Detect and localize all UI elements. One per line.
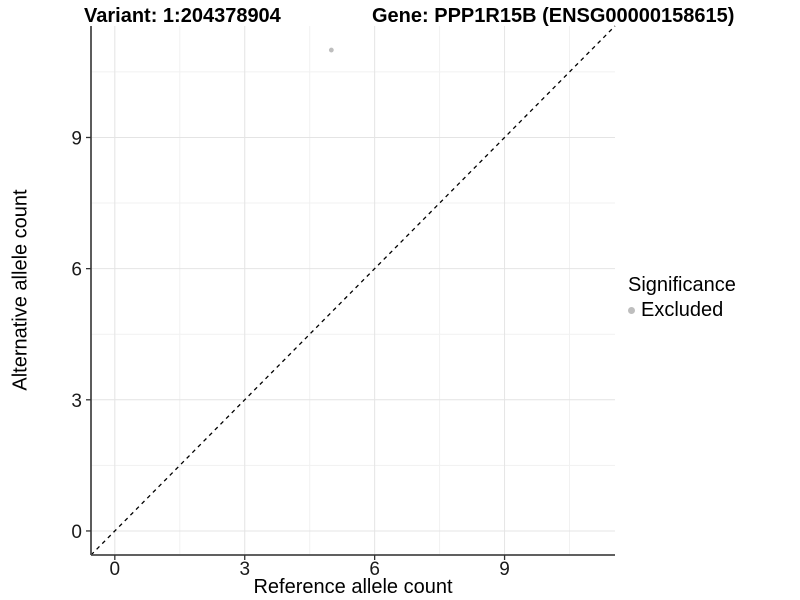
legend-title: Significance xyxy=(628,274,736,296)
variant-title: Variant: 1:204378904 xyxy=(84,5,281,27)
x-tick-label: 6 xyxy=(369,559,380,580)
x-axis-title: Reference allele count xyxy=(253,576,453,598)
x-tick-label: 3 xyxy=(239,559,250,580)
y-tick-label: 0 xyxy=(71,522,82,543)
excluded-marker-icon xyxy=(628,306,635,314)
x-tick-label: 9 xyxy=(499,559,510,580)
x-tick-label: 0 xyxy=(110,559,121,580)
legend: Significance Excluded xyxy=(628,272,736,322)
legend-item-excluded: Excluded xyxy=(628,298,736,322)
y-tick-label: 6 xyxy=(71,260,82,281)
y-tick-label: 3 xyxy=(71,391,82,412)
data-point xyxy=(328,47,334,53)
gene-title: Gene: PPP1R15B (ENSG00000158615) xyxy=(372,5,735,27)
identity-reference-line xyxy=(90,25,616,556)
legend-item-label: Excluded xyxy=(641,299,724,321)
y-tick-label: 9 xyxy=(71,128,82,149)
